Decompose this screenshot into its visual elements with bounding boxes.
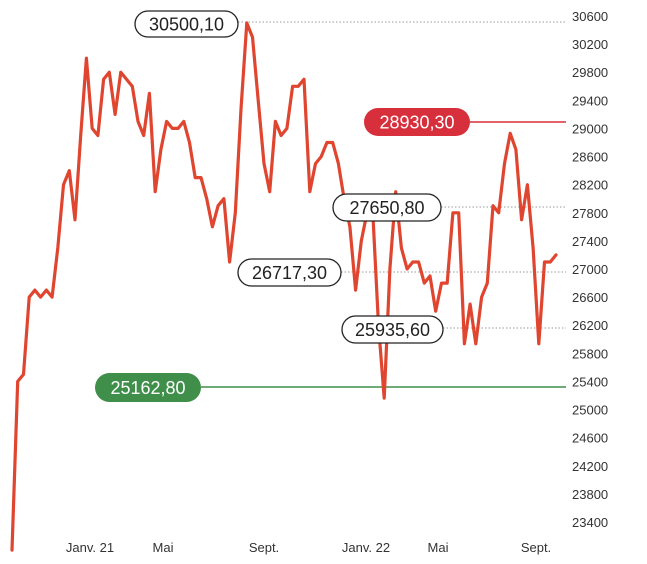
y-tick-label: 28200 [572, 178, 608, 193]
y-tick-label: 25000 [572, 403, 608, 418]
current-label: 28930,30 [379, 113, 454, 133]
x-tick-label: Sept. [249, 540, 279, 555]
resistance-badge [332, 193, 442, 222]
y-tick-label: 30200 [572, 37, 608, 52]
current-annotation: 28930,30 [364, 108, 470, 136]
max-annotation: 30500,10 [134, 10, 239, 38]
y-axis: 23400 23800 24200 24600 25000 25400 25800 26200… [572, 9, 608, 530]
mid-annotation: 26717,30 [237, 258, 342, 287]
y-tick-label: 25800 [572, 346, 608, 361]
y-tick-label: 30600 [572, 9, 608, 24]
x-tick-label: Mai [428, 540, 449, 555]
y-tick-label: 27800 [572, 206, 608, 221]
y-tick-label: 29400 [572, 93, 608, 108]
min-annotation: 25162,80 [95, 373, 201, 402]
price-series-line [10, 21, 558, 552]
y-tick-label: 23400 [572, 515, 608, 530]
max-badge [134, 10, 239, 38]
y-tick-label: 27000 [572, 262, 608, 277]
x-tick-label: Janv. 22 [342, 540, 390, 555]
y-tick-label: 26600 [572, 290, 608, 305]
max-label: 30500,10 [149, 15, 224, 35]
y-tick-label: 28600 [572, 150, 608, 165]
y-tick-label: 24600 [572, 431, 608, 446]
support-badge [341, 315, 444, 344]
resistance-label: 27650,80 [349, 198, 424, 218]
y-tick-label: 25400 [572, 374, 608, 389]
y-tick-label: 29000 [572, 121, 608, 136]
support-annotation: 25935,60 [341, 315, 444, 344]
y-tick-label: 23800 [572, 487, 608, 502]
resistance-annotation: 27650,80 [332, 193, 442, 222]
y-tick-label: 27400 [572, 234, 608, 249]
y-tick-label: 26200 [572, 318, 608, 333]
x-tick-label: Janv. 21 [66, 540, 114, 555]
mid-badge [237, 258, 342, 287]
x-tick-label: Sept. [521, 540, 551, 555]
x-axis: Janv. 21 Mai Sept. Janv. 22 Mai Sept. [66, 540, 551, 555]
current-badge [364, 108, 470, 136]
x-tick-label: Mai [153, 540, 174, 555]
y-tick-label: 24200 [572, 459, 608, 474]
support-label: 25935,60 [355, 320, 430, 340]
min-badge [95, 373, 201, 402]
min-label: 25162,80 [110, 378, 185, 398]
y-tick-label: 29800 [572, 65, 608, 80]
mid-label: 26717,30 [252, 263, 327, 283]
